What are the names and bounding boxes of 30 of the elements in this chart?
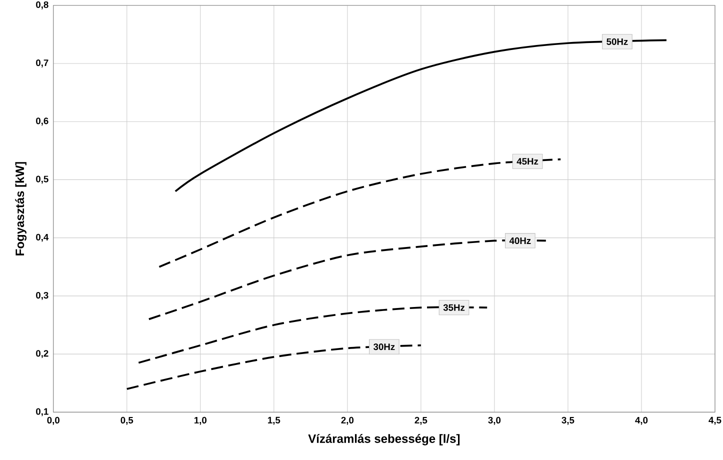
series-label: 35Hz bbox=[443, 304, 465, 311]
line-series bbox=[138, 306, 488, 364]
x-tick-label: 0,5 bbox=[120, 416, 134, 425]
x-tick-label: 3,5 bbox=[562, 416, 574, 425]
y-tick-label: 0,6 bbox=[36, 118, 48, 126]
y-tick-label: 0,7 bbox=[36, 59, 48, 68]
x-tick-label: 4,5 bbox=[708, 416, 722, 425]
x-tick-label: 1,0 bbox=[194, 416, 206, 425]
line-series bbox=[158, 158, 562, 268]
y-axis-title: Fogyasztás [kW] bbox=[15, 162, 27, 256]
series-label: 40Hz bbox=[509, 237, 531, 244]
x-tick-label: 3,0 bbox=[488, 416, 501, 425]
x-tick-label: 0,0 bbox=[47, 416, 60, 425]
x-tick-label: 4,0 bbox=[635, 416, 648, 425]
y-tick-label: 0,2 bbox=[36, 350, 48, 358]
y-tick-label: 0,5 bbox=[36, 176, 48, 184]
series-label: 30Hz bbox=[373, 343, 395, 350]
x-tick-label: 2,5 bbox=[414, 416, 428, 425]
y-tick-label: 0,4 bbox=[36, 234, 49, 242]
line-series bbox=[174, 39, 668, 192]
x-tick-label: 2,0 bbox=[341, 416, 354, 425]
series-label: 50Hz bbox=[606, 38, 628, 45]
y-tick-label: 0,3 bbox=[36, 292, 48, 300]
line-series bbox=[148, 239, 547, 320]
y-tick-label: 0,1 bbox=[36, 408, 48, 416]
y-tick-label: 0,8 bbox=[36, 1, 48, 10]
x-axis-title: Vízáramlás sebessége [l/s] bbox=[308, 434, 460, 446]
line-series bbox=[126, 344, 422, 390]
series-label: 45Hz bbox=[516, 158, 538, 165]
x-tick-label: 1,5 bbox=[268, 416, 280, 425]
